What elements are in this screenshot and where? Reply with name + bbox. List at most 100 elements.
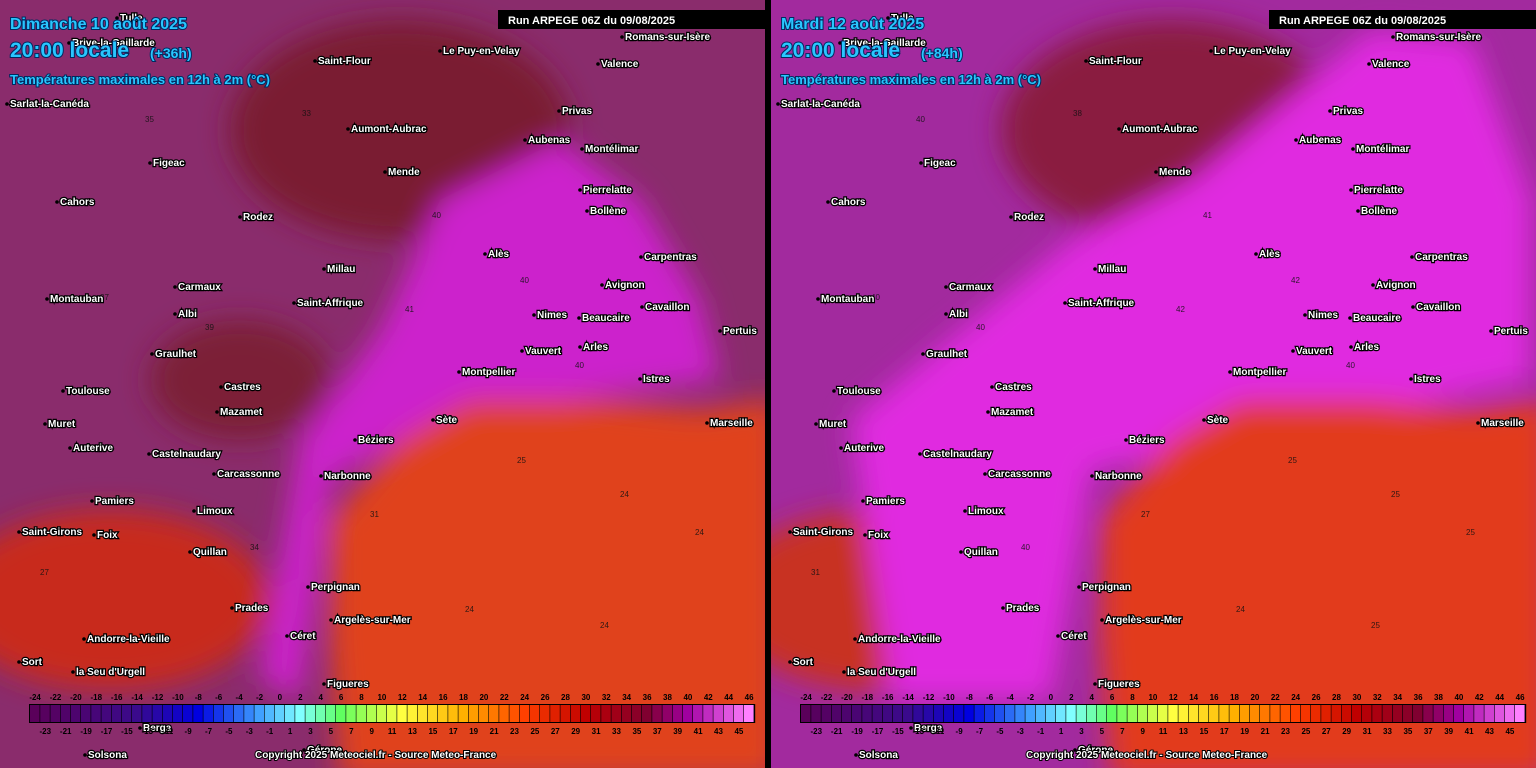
city-dot (909, 726, 913, 730)
colorbar-label: -2 (1027, 693, 1035, 702)
colorbar-cell (519, 705, 530, 722)
temperature-value: 42 (1176, 305, 1185, 314)
temperature-value: 25 (1466, 528, 1475, 537)
colorbar-cell (40, 705, 50, 722)
colorbar-label: -19 (80, 727, 92, 736)
city-label: Sète (1207, 415, 1229, 426)
colorbar-label: 38 (663, 693, 672, 702)
sea-zone (1101, 400, 1536, 768)
temperature-value: 31 (811, 568, 820, 577)
colorbar-cell (662, 705, 672, 722)
city-dot (1009, 215, 1013, 219)
city-dot (346, 127, 350, 131)
temperature-field (771, 20, 1536, 768)
temperature-value: 24 (1236, 605, 1245, 614)
colorbar-cell (1005, 705, 1015, 722)
colorbar-cell (642, 705, 652, 722)
colorbar-label: -10 (172, 693, 184, 702)
city-dot (5, 102, 9, 106)
city-dot (322, 267, 326, 271)
colorbar-label: 23 (1281, 727, 1290, 736)
city-dot (192, 509, 196, 513)
city-label: Le Puy-en-Velay (1214, 46, 1291, 57)
colorbar-label: 15 (428, 727, 437, 736)
colorbar-label: -16 (111, 693, 123, 702)
city-label: Arles (1354, 342, 1379, 353)
colorbar-cell (376, 705, 387, 722)
colorbar-cell (801, 705, 811, 722)
warm-zone (150, 320, 330, 440)
colorbar-label: 35 (632, 727, 641, 736)
city-dot (319, 474, 323, 478)
colorbar-cell (305, 705, 315, 722)
colorbar-cell (254, 705, 264, 722)
city-label: la Seu d'Urgell (76, 667, 145, 678)
city-label: Graulhet (926, 349, 968, 360)
colorbar-label: 17 (1220, 727, 1229, 736)
city-label: Privas (1333, 106, 1363, 117)
colorbar-cell (672, 705, 683, 722)
colorbar-cell (933, 705, 944, 722)
colorbar-label: -18 (862, 693, 874, 702)
city-label: Brive-la-Gaillarde (72, 38, 155, 49)
temperature-value: 40 (432, 211, 441, 220)
colorbar-label: -16 (882, 693, 894, 702)
city-dot (1349, 345, 1353, 349)
colorbar-label: 39 (673, 727, 682, 736)
colorbar-cell (193, 705, 203, 722)
colorbar-cell (1168, 705, 1178, 722)
city-label: Auterive (844, 443, 884, 454)
colorbar-cell (407, 705, 417, 722)
city-label: Beaucaire (582, 313, 630, 324)
city-label: Prades (1006, 603, 1040, 614)
colorbar-label: -15 (892, 727, 904, 736)
colorbar-cell (964, 705, 974, 722)
city-label: Toulouse (837, 386, 881, 397)
city-dot (921, 352, 925, 356)
colorbar-label: 6 (339, 693, 344, 702)
city-dot (1328, 109, 1332, 113)
city-dot (90, 499, 94, 503)
colorbar-cell (1209, 705, 1219, 722)
city-dot (814, 422, 818, 426)
colorbar-cell (101, 705, 111, 722)
city-dot (600, 283, 604, 287)
temperature-value: 40 (1346, 361, 1355, 370)
colorbar-cell (315, 705, 326, 722)
colorbar-label: 24 (520, 693, 529, 702)
city-label: Aumont-Aubrac (1122, 124, 1198, 135)
colorbar-label: 46 (745, 693, 754, 702)
city-label: Aubenas (528, 135, 571, 146)
city-label: Perpignan (1082, 582, 1131, 593)
city-label: Sarlat-la-Canéda (781, 99, 860, 110)
colorbar-label: 21 (1261, 727, 1270, 736)
city-dot (353, 438, 357, 442)
colorbar-label: 27 (1322, 727, 1331, 736)
colorbar-cell (862, 705, 872, 722)
temperature-value: 25 (1391, 490, 1400, 499)
colorbar-cell (50, 705, 60, 722)
city-label: Sète (436, 415, 458, 426)
city-dot (1093, 267, 1097, 271)
copyright: Copyright 2025 Meteociel.fr - Source Met… (255, 750, 497, 761)
city-label: Alès (1259, 249, 1281, 260)
city-dot (483, 252, 487, 256)
colorbar-cell (913, 705, 923, 722)
colorbar-label: -8 (966, 693, 974, 702)
colorbar-label: 4 (318, 693, 323, 702)
colorbar-label: 13 (408, 727, 417, 736)
city-dot (1117, 127, 1121, 131)
colorbar-cell (923, 705, 933, 722)
city-dot (383, 170, 387, 174)
colorbar-label: -8 (195, 693, 203, 702)
city-dot (832, 389, 836, 393)
colorbar-label: 29 (1342, 727, 1351, 736)
temperature-value: 40 (520, 276, 529, 285)
city-label: Rodez (243, 212, 273, 223)
city-dot (67, 41, 71, 45)
colorbar-label: 44 (724, 693, 733, 702)
city-label: la Seu d'Urgell (847, 667, 916, 678)
colorbar-cell (1188, 705, 1199, 722)
colorbar-label: 7 (1120, 727, 1125, 736)
colorbar-cell (417, 705, 428, 722)
